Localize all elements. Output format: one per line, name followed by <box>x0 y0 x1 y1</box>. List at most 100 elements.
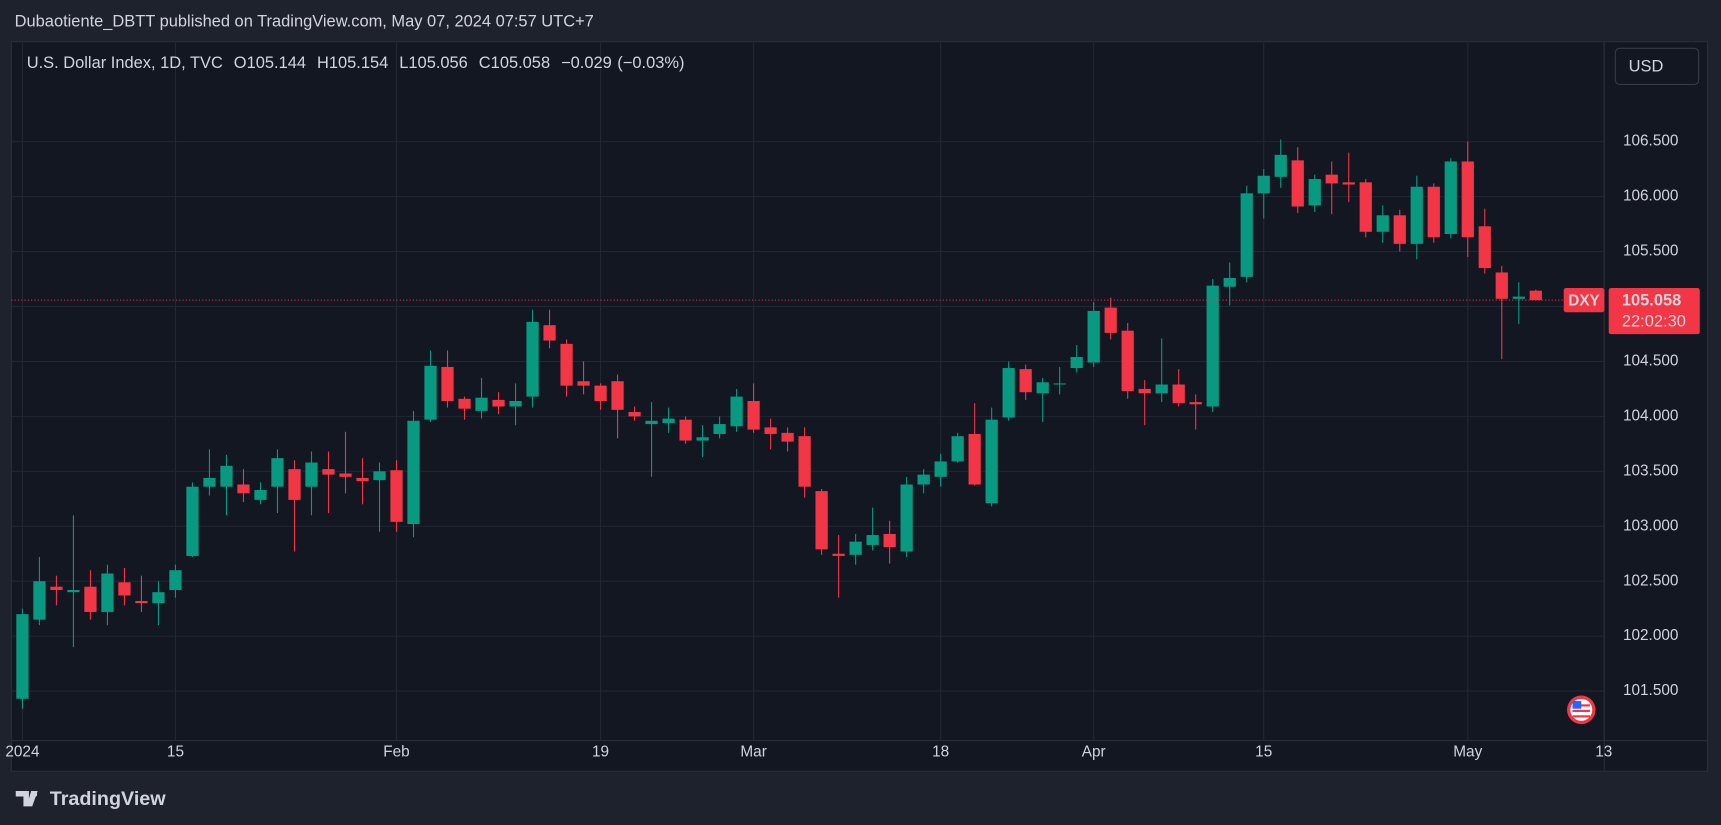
currency-button[interactable] <box>1614 47 1700 86</box>
candle-body <box>186 486 199 556</box>
candle-body <box>781 432 794 442</box>
countdown: 22:02:30 <box>1622 312 1686 330</box>
candle-body <box>118 582 131 596</box>
candle-body <box>67 589 80 593</box>
candle-body <box>305 462 318 487</box>
candle-body <box>645 420 658 425</box>
x-tick-label: May <box>1453 744 1482 761</box>
candle-body <box>1155 384 1168 394</box>
candle-body <box>866 535 879 545</box>
candle-body <box>662 418 675 423</box>
y-tick-label: 105.500 <box>1623 243 1678 260</box>
candle-body <box>1019 369 1032 393</box>
candle-body <box>1342 182 1355 185</box>
candle-body <box>679 419 692 441</box>
y-tick-label: 104.000 <box>1623 407 1678 424</box>
candle-body <box>1376 215 1389 232</box>
x-tick-label: 2024 <box>5 744 40 761</box>
x-tick-label: 13 <box>1595 744 1612 761</box>
candle-body <box>764 427 777 434</box>
candle-body <box>1495 272 1508 299</box>
candle-body <box>1087 310 1100 363</box>
candle-body <box>526 321 539 397</box>
publisher: Dubaotiente_DBTT published on TradingVie… <box>15 12 594 30</box>
candle-body <box>713 424 726 434</box>
candle-body <box>968 433 981 485</box>
candles <box>16 139 1542 709</box>
candle-body <box>1529 290 1542 301</box>
ohlc-value: 105.056 <box>408 54 467 72</box>
candle-body <box>1189 402 1202 405</box>
candle-body <box>169 570 182 590</box>
x-tick-label: Apr <box>1082 744 1106 761</box>
candle-body <box>458 398 471 409</box>
candle-body <box>560 343 573 386</box>
candle-body <box>50 586 63 590</box>
candle-body <box>390 470 403 522</box>
ohlc-value: 105.154 <box>329 54 388 72</box>
candle-body <box>1138 388 1151 394</box>
x-tick-label: 15 <box>167 744 184 761</box>
candle-body <box>16 614 29 699</box>
candle-body <box>254 489 267 500</box>
price-label: 105.058 <box>1622 292 1681 310</box>
x-tick-label: 18 <box>932 744 949 761</box>
currency-label[interactable]: USD <box>1629 57 1664 75</box>
candle-body <box>1461 161 1474 238</box>
y-tick-label: 103.500 <box>1623 462 1678 479</box>
candle-body <box>798 436 811 487</box>
candle-body <box>1036 382 1049 394</box>
candle-body <box>951 436 964 462</box>
y-tick-label: 101.500 <box>1623 682 1678 699</box>
symbol-label: DXY <box>1568 292 1600 309</box>
candle-body <box>475 397 488 411</box>
candle-body <box>594 385 607 401</box>
y-tick-label: 106.000 <box>1623 188 1678 205</box>
candle-body <box>985 419 998 504</box>
x-tick-label: Feb <box>383 744 409 761</box>
brand-name: TradingView <box>50 788 167 810</box>
candle-body <box>424 365 437 420</box>
candle-body <box>1444 161 1457 234</box>
candle-body <box>407 420 420 525</box>
flag-icon <box>1567 695 1596 725</box>
legend: U.S. Dollar Index, 1D, TVC <box>27 54 223 72</box>
candle-body <box>220 465 233 487</box>
ohlc-value: 105.058 <box>491 54 550 72</box>
y-tick-label: 104.500 <box>1623 353 1678 370</box>
y-tick-label: 102.000 <box>1623 627 1678 644</box>
chart-pane <box>10 41 1708 772</box>
candle-body <box>1359 182 1372 232</box>
candle-body <box>1325 174 1338 184</box>
candle-body <box>1291 160 1304 207</box>
candle-body <box>696 437 709 441</box>
candle-body <box>883 533 896 548</box>
candle-body <box>1070 357 1083 369</box>
grid <box>11 41 1605 741</box>
candle-body <box>271 458 284 487</box>
candle-body <box>101 573 114 612</box>
candle-body <box>152 592 165 604</box>
candle-body <box>1002 368 1015 418</box>
candle-body <box>84 586 97 612</box>
candle-body <box>356 477 369 482</box>
candle-body <box>1053 383 1066 385</box>
candle-body <box>1223 277 1236 287</box>
candle-body <box>815 491 828 550</box>
candle-body <box>203 477 216 487</box>
candle-body <box>934 461 947 477</box>
ohlc-letter: C <box>479 54 491 72</box>
ohlc-letter: O <box>234 54 247 72</box>
candle-body <box>237 484 250 494</box>
candle-body <box>373 471 386 481</box>
y-tick-label: 103.000 <box>1623 517 1678 534</box>
brand-logo <box>15 790 38 807</box>
candle-body <box>917 474 930 485</box>
candle-body <box>543 325 556 341</box>
price-badge <box>1608 288 1700 335</box>
x-tick-label: 19 <box>592 744 609 761</box>
candle-body <box>611 381 624 410</box>
candle-body <box>492 399 505 407</box>
